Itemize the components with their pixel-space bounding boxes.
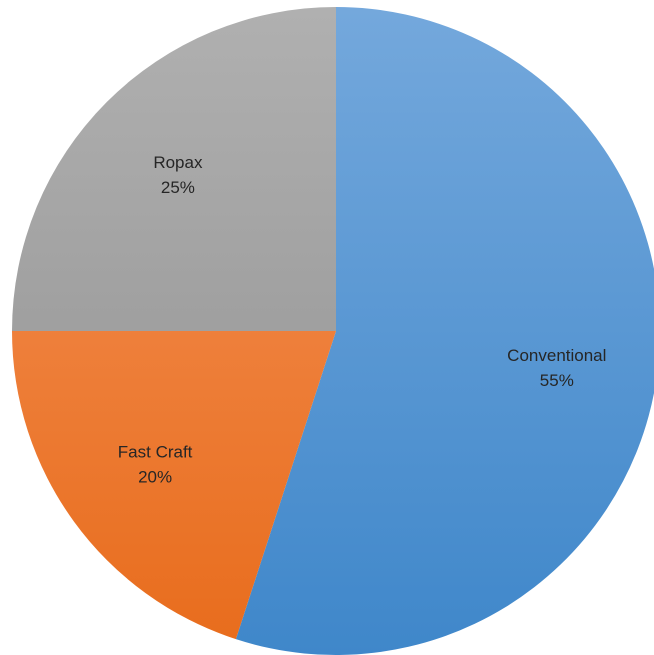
pie-slices	[11, 7, 654, 655]
data-label-percent: 55%	[540, 371, 574, 390]
data-label-conventional: Conventional 55%	[507, 346, 606, 390]
slice-fast-craft	[11, 331, 336, 640]
data-label-percent: 25%	[161, 178, 195, 197]
data-label-percent: 20%	[138, 467, 172, 486]
data-label-category: Ropax	[153, 153, 203, 172]
slice-ropax	[12, 7, 336, 331]
data-label-category: Fast Craft	[118, 442, 193, 461]
data-label-ropax: Ropax 25%	[153, 153, 203, 197]
data-label-fast-craft: Fast Craft 20%	[118, 442, 193, 486]
pie-labels: Conventional 55% Fast Craft 20% Ropax 25%	[118, 153, 607, 487]
slice-conventional	[235, 7, 654, 655]
data-label-category: Conventional	[507, 346, 606, 365]
